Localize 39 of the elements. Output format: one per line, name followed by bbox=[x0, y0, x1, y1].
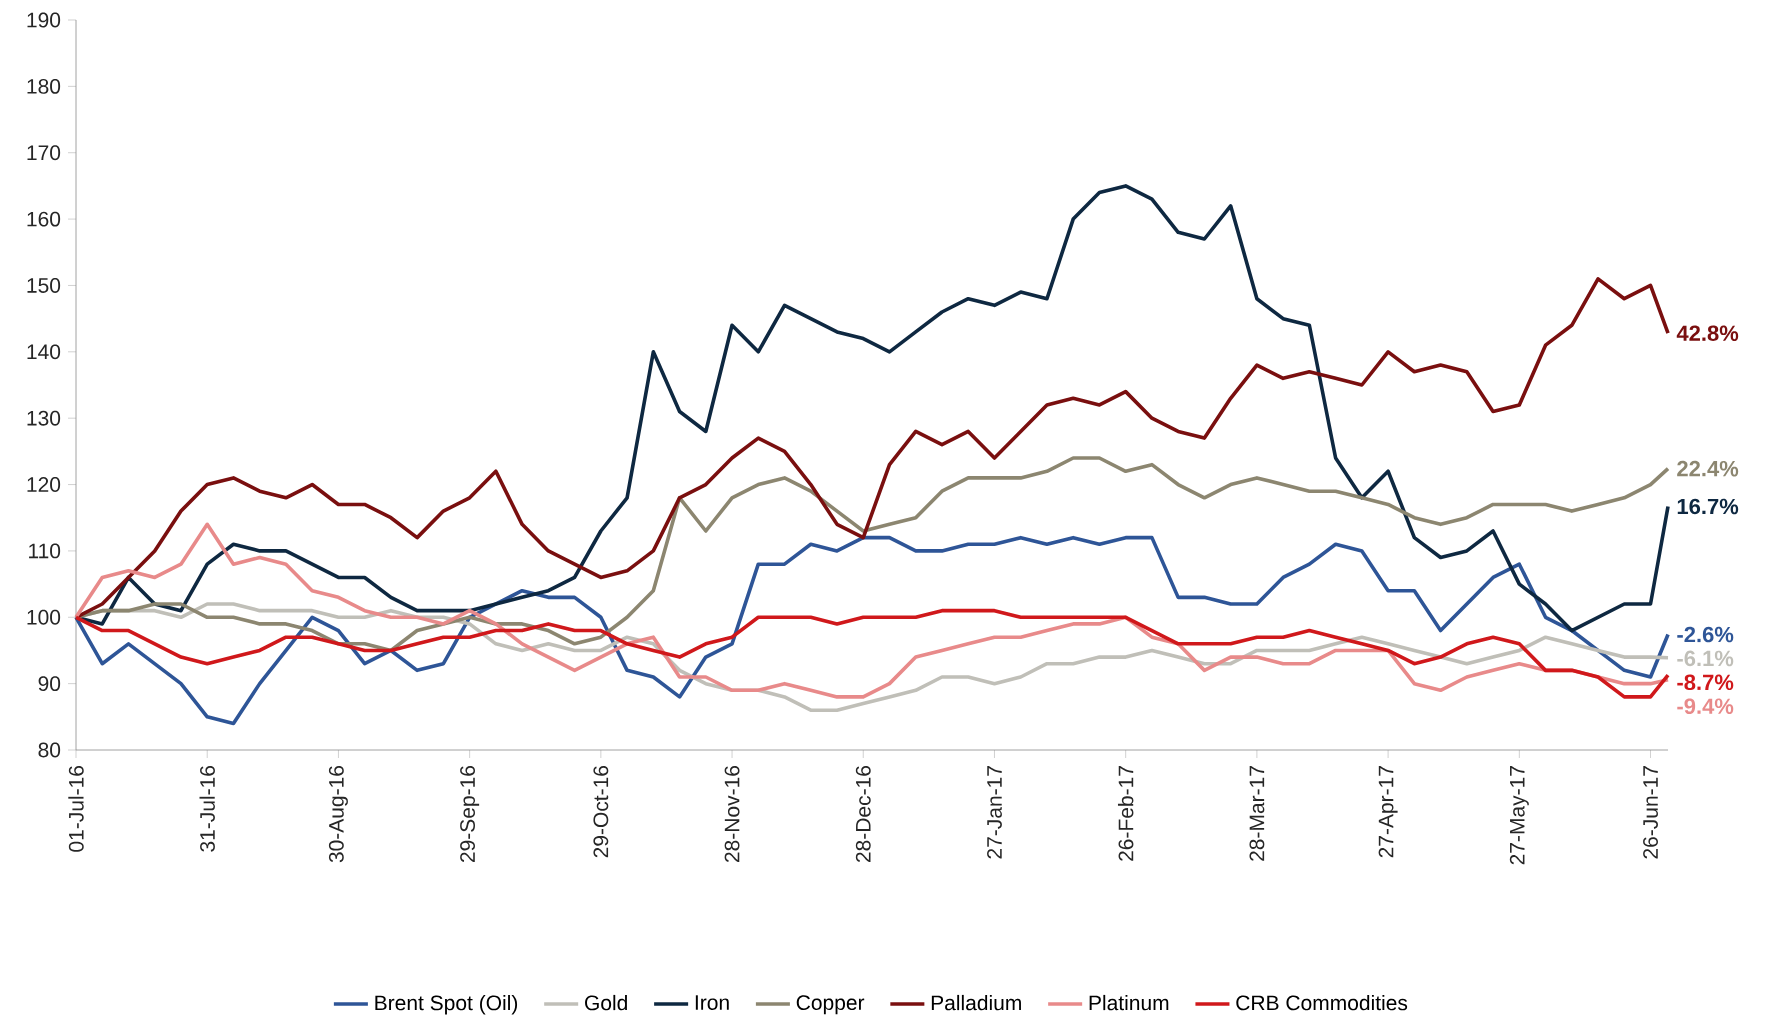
y-tick-label: 170 bbox=[27, 145, 61, 161]
legend-label: Copper bbox=[796, 995, 865, 1015]
y-tick-label: 180 bbox=[27, 78, 61, 94]
x-tick-label: 28-Nov-16 bbox=[724, 765, 740, 863]
y-tick-label: 190 bbox=[27, 12, 61, 28]
y-tick-label: 100 bbox=[27, 609, 61, 625]
y-tick-label: 130 bbox=[27, 410, 61, 426]
x-tick-label: 26-Jun-17 bbox=[1643, 766, 1658, 859]
x-tick-label: 27-Jan-17 bbox=[987, 766, 1002, 859]
y-tick-label: 90 bbox=[38, 676, 61, 692]
y-tick-label: 120 bbox=[27, 477, 61, 492]
x-tick-label: 01-Jul-16 bbox=[68, 765, 84, 852]
y-tick-label: 110 bbox=[29, 543, 61, 559]
annotation: 16.7% bbox=[1677, 498, 1739, 515]
legend-label: Iron bbox=[695, 995, 729, 1010]
annotation: -6.1% bbox=[1677, 650, 1734, 667]
y-tick-label: 150 bbox=[27, 278, 61, 293]
legend-label: Gold bbox=[585, 994, 627, 1011]
y-tick-label: 140 bbox=[27, 344, 61, 360]
annotation: 22.4% bbox=[1677, 460, 1739, 477]
annotation: -8.7% bbox=[1677, 674, 1734, 691]
x-tick-label: 26-Feb-17 bbox=[1117, 766, 1134, 861]
x-tick-label: 30-Aug-16 bbox=[328, 765, 348, 863]
x-tick-label: 29-Sep-16 bbox=[460, 765, 480, 863]
x-tick-label: 31-Jul-16 bbox=[199, 765, 215, 852]
legend-label: Palladium bbox=[931, 994, 1021, 1011]
x-tick-label: 27-May-17 bbox=[1509, 766, 1529, 865]
x-tick-label: 28-Dec-16 bbox=[855, 765, 871, 863]
annotation: -9.4% bbox=[1677, 698, 1734, 714]
legend-label: Brent Spot (Oil) bbox=[375, 994, 518, 1015]
legend-label: Platinum bbox=[1089, 994, 1169, 1011]
x-tick-label: 28-Mar-17 bbox=[1249, 766, 1265, 861]
x-tick-label: 27-Apr-17 bbox=[1378, 766, 1398, 858]
y-tick-label: 160 bbox=[27, 211, 61, 227]
annotation: -2.6% bbox=[1677, 626, 1734, 643]
y-tick-label: 80 bbox=[38, 742, 61, 758]
annotation: 42.8% bbox=[1676, 325, 1739, 342]
legend-label: CRB Commodities bbox=[1236, 994, 1408, 1011]
x-tick-label: 29-Oct-16 bbox=[593, 765, 609, 858]
